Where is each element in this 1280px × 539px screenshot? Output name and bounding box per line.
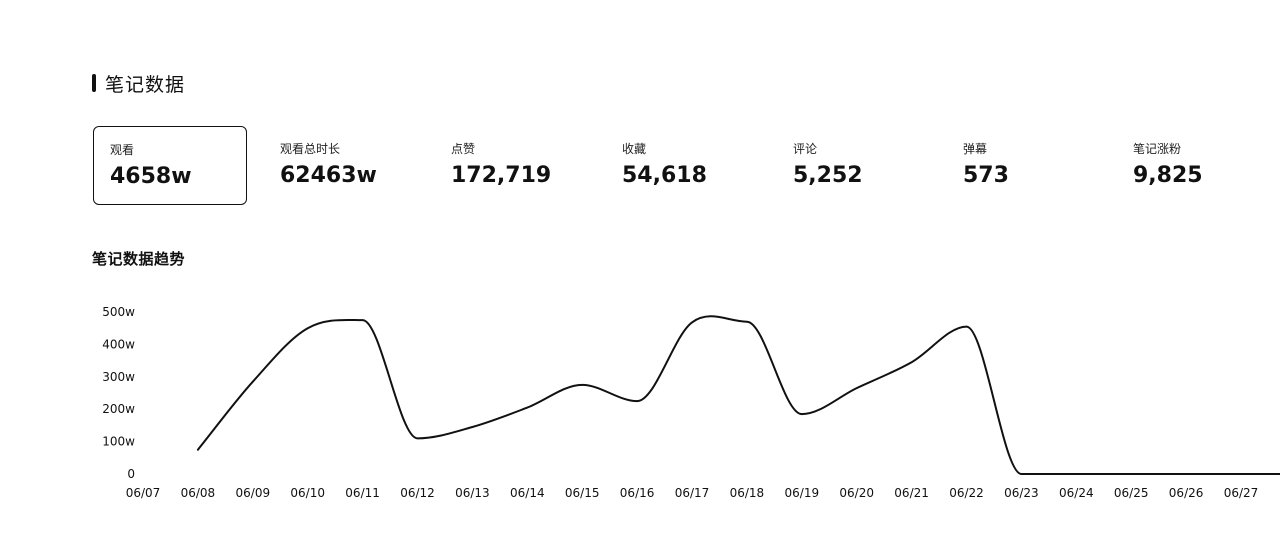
stat-label: 弹幕 [963,142,988,156]
y-tick-label: 200w [102,402,135,416]
data-point [1240,473,1242,475]
section-title: 笔记数据 [105,73,186,96]
data-point [581,384,583,386]
data-point [1130,473,1132,475]
x-tick-label: 06/10 [290,486,325,500]
title-accent-bar [92,74,96,92]
x-tick-label: 06/24 [1059,486,1094,500]
x-tick-label: 06/12 [400,486,435,500]
data-point [361,319,364,321]
x-tick-label: 06/23 [1004,486,1039,500]
x-tick-label: 06/09 [236,486,271,500]
data-point [416,437,419,440]
y-tick-label: 500w [102,305,135,319]
x-tick-label: 06/21 [894,486,929,500]
x-tick-label: 06/15 [565,486,600,500]
trend-line-chart: 500w 400w 300w 200w 100w 0 06/07 06/08 06/09 06/1… [102,305,1280,500]
stat-label: 笔记涨粉 [1133,142,1182,156]
x-tick-label: 06/11 [345,486,380,500]
x-tick-label: 06/13 [455,486,490,500]
data-point [910,361,913,364]
y-tick-label: 0 [127,467,135,481]
y-tick-label: 300w [102,370,135,384]
x-tick-label: 06/27 [1224,486,1259,500]
stat-value: 54,618 [622,163,707,188]
stat-card-views[interactable]: 观看 4658w [93,126,247,205]
data-point [1185,473,1187,475]
data-point [1020,473,1023,475]
stat-value: 9,825 [1133,163,1203,188]
stat-card-watch-time[interactable]: 观看总时长 62463w [264,126,418,205]
x-tick-label: 06/26 [1169,486,1204,500]
data-point [855,387,858,389]
stat-card-new-followers[interactable]: 笔记涨粉 9,825 [1117,126,1271,205]
stat-label: 点赞 [451,142,476,156]
stat-card-likes[interactable]: 点赞 172,719 [435,126,589,205]
y-tick-label: 400w [102,337,135,351]
data-point [801,413,803,415]
data-point [306,327,309,329]
data-point [636,400,638,402]
data-point [746,320,748,323]
stat-value: 172,719 [451,163,552,188]
stat-label: 观看 [110,143,135,157]
x-tick-label: 06/25 [1114,486,1149,500]
stat-card-favorites[interactable]: 收藏 54,618 [606,126,760,205]
x-tick-label: 06/17 [675,486,710,500]
stat-value: 573 [963,163,1009,188]
stat-card-comments[interactable]: 评论 5,252 [777,126,931,205]
data-point [471,426,474,428]
x-tick-label: 06/08 [181,486,216,500]
data-point [526,406,529,409]
data-point [965,325,968,328]
stat-value: 62463w [280,163,377,188]
stat-value: 5,252 [793,163,863,188]
stat-label: 评论 [793,142,818,156]
data-point [197,448,199,451]
data-point [691,321,693,324]
stat-card-danmaku[interactable]: 弹幕 573 [947,126,1101,205]
stat-value: 4658w [110,164,192,189]
x-tick-label: 06/19 [785,486,820,500]
stat-label: 收藏 [622,142,647,156]
x-tick-label: 06/07 [126,486,161,500]
x-tick-label: 06/22 [949,486,984,500]
stat-label: 观看总时长 [280,142,341,156]
x-tick-label: 06/18 [730,486,765,500]
trend-chart-title: 笔记数据趋势 [92,250,186,268]
section-header: 笔记数据 [92,70,185,96]
series-line [196,315,1280,475]
y-tick-label: 100w [102,435,135,449]
x-tick-label: 06/20 [839,486,874,500]
data-point [252,380,254,383]
x-tick-label: 06/14 [510,486,545,500]
x-tick-label: 06/16 [620,486,655,500]
data-point [1075,473,1078,475]
